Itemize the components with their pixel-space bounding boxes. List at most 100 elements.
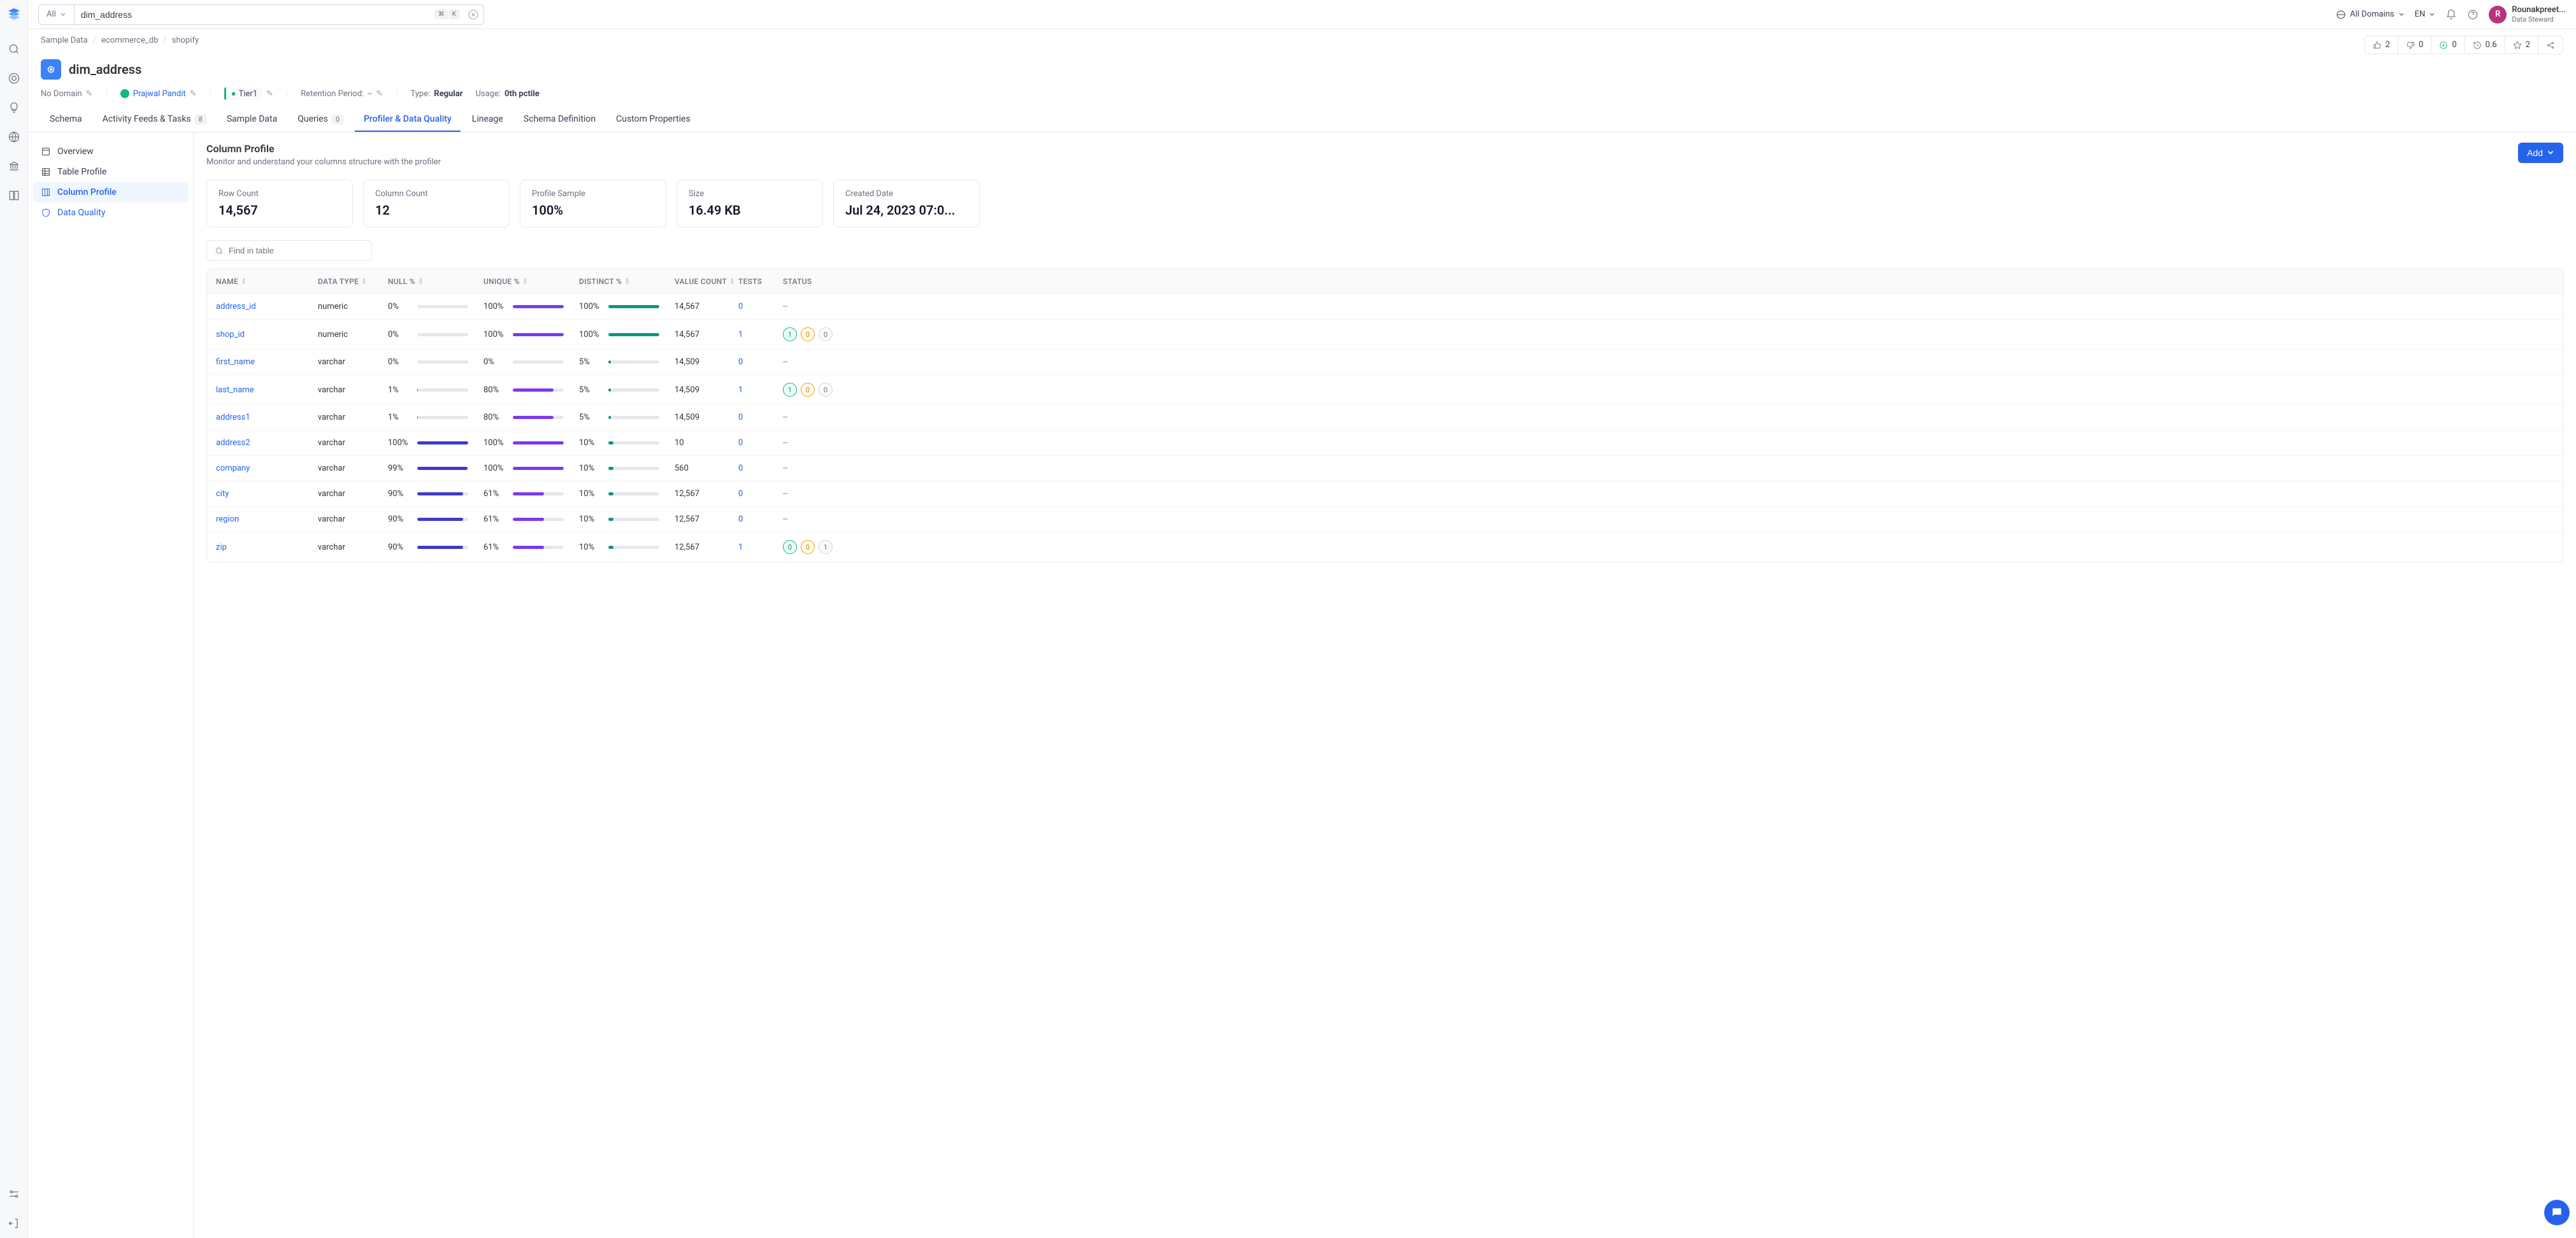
table-header: NAME▲▼DATA TYPE▲▼NULL %▲▼UNIQUE %▲▼DISTI…: [207, 269, 2563, 294]
status-cell: --: [783, 515, 898, 524]
column-header[interactable]: NULL %▲▼: [388, 277, 483, 286]
column-name-link[interactable]: region: [216, 515, 318, 524]
notifications-icon[interactable]: [2445, 9, 2457, 20]
entity-icon: [41, 59, 61, 80]
page-title: dim_address: [69, 62, 141, 77]
status-cell: 100: [783, 327, 898, 341]
status-cell: --: [783, 302, 898, 311]
tier-field[interactable]: ●Tier1 ✎: [224, 87, 273, 100]
search-shortcut: ⌘ K: [435, 10, 459, 19]
retention-field[interactable]: Retention Period: -- ✎: [301, 89, 383, 99]
column-name-link[interactable]: first_name: [216, 357, 318, 367]
column-header[interactable]: STATUS: [783, 277, 898, 286]
app-logo[interactable]: [6, 6, 22, 22]
column-name-link[interactable]: address2: [216, 438, 318, 448]
chat-fab[interactable]: [2544, 1200, 2570, 1225]
language-dropdown[interactable]: EN: [2415, 10, 2436, 19]
metrics-row: 2000.62: [2365, 36, 2563, 54]
tests-link[interactable]: 0: [738, 302, 783, 311]
owner-field[interactable]: Prajwal Pandit ✎: [120, 89, 197, 99]
column-name-link[interactable]: last_name: [216, 385, 318, 395]
panel-subtitle: Monitor and understand your columns stru…: [206, 157, 441, 167]
tab-activity-feeds-tasks[interactable]: Activity Feeds & Tasks8: [94, 108, 215, 132]
tests-link[interactable]: 1: [738, 543, 783, 552]
search-icon: [215, 246, 224, 255]
tab-schema-definition[interactable]: Schema Definition: [515, 108, 605, 132]
rail-explore-icon[interactable]: [6, 41, 22, 57]
column-name-link[interactable]: address1: [216, 413, 318, 422]
tab-custom-properties[interactable]: Custom Properties: [607, 108, 699, 132]
column-name-link[interactable]: company: [216, 464, 318, 473]
column-header[interactable]: NAME▲▼: [216, 277, 318, 286]
rail-docs-icon[interactable]: [6, 188, 22, 203]
search-scope-dropdown[interactable]: All: [39, 5, 75, 24]
search-clear-icon[interactable]: [463, 10, 483, 20]
chevron-down-icon: [2429, 11, 2435, 18]
add-button[interactable]: Add: [2518, 143, 2563, 163]
column-name-link[interactable]: address_id: [216, 302, 318, 311]
rail-globe-icon[interactable]: [6, 129, 22, 145]
sidenav-column-profile[interactable]: Column Profile: [33, 182, 188, 203]
table-row: first_namevarchar0%0%5%14,5090--: [207, 349, 2563, 374]
domain-field[interactable]: No Domain ✎: [41, 89, 93, 99]
metric-thumbs-down[interactable]: 0: [2398, 36, 2431, 54]
status-cell: 001: [783, 540, 898, 554]
status-cell: --: [783, 438, 898, 448]
edit-icon[interactable]: ✎: [190, 89, 197, 99]
help-icon[interactable]: [2467, 9, 2479, 20]
chevron-down-icon: [60, 11, 66, 18]
column-header[interactable]: VALUE COUNT▲▼: [675, 277, 738, 286]
panel-title: Column Profile: [206, 143, 441, 155]
rail-governance-icon[interactable]: [6, 159, 22, 174]
tab-profiler-data-quality[interactable]: Profiler & Data Quality: [355, 108, 461, 132]
sidenav-data-quality[interactable]: Data Quality: [33, 203, 188, 223]
breadcrumb-item[interactable]: ecommerce_db: [101, 36, 158, 45]
breadcrumb-item[interactable]: Sample Data: [41, 36, 88, 45]
table-row: zipvarchar90%61%10%12,5671001: [207, 532, 2563, 562]
tests-link[interactable]: 0: [738, 515, 783, 524]
search-input[interactable]: [75, 10, 435, 20]
table-row: address2varchar100%100%10%100--: [207, 430, 2563, 455]
rail-bulb-icon[interactable]: [6, 100, 22, 115]
user-menu[interactable]: R Rounakpreet... Data Steward: [2489, 5, 2566, 24]
breadcrumb: Sample Data / ecommerce_db / shopify: [41, 36, 199, 45]
column-header[interactable]: DISTINCT %▲▼: [579, 277, 675, 286]
tests-link[interactable]: 1: [738, 330, 783, 339]
tests-link[interactable]: 0: [738, 357, 783, 367]
tests-link[interactable]: 0: [738, 489, 783, 499]
column-name-link[interactable]: shop_id: [216, 330, 318, 339]
metric-plus-circle[interactable]: 0: [2431, 36, 2465, 54]
metric-history[interactable]: 0.6: [2465, 36, 2505, 54]
rail-logout-icon[interactable]: [6, 1216, 22, 1231]
tab-schema[interactable]: Schema: [41, 108, 91, 132]
column-profile-table: NAME▲▼DATA TYPE▲▼NULL %▲▼UNIQUE %▲▼DISTI…: [206, 269, 2563, 562]
tests-link[interactable]: 1: [738, 385, 783, 395]
sidenav-table-profile[interactable]: Table Profile: [33, 162, 188, 182]
metric-thumbs-up[interactable]: 2: [2365, 36, 2398, 54]
search-scope-label: All: [47, 10, 56, 19]
tab-queries[interactable]: Queries0: [289, 108, 352, 132]
metric-star[interactable]: 2: [2505, 36, 2538, 54]
edit-icon[interactable]: ✎: [376, 89, 383, 99]
tab-lineage[interactable]: Lineage: [463, 108, 512, 132]
column-header[interactable]: TESTS: [738, 277, 783, 286]
column-header[interactable]: UNIQUE %▲▼: [483, 277, 579, 286]
find-input[interactable]: [229, 246, 364, 255]
metric-share[interactable]: [2538, 36, 2563, 54]
tests-link[interactable]: 0: [738, 464, 783, 473]
rail-settings-icon[interactable]: [6, 1186, 22, 1202]
find-in-table[interactable]: [206, 240, 372, 261]
search-container: All ⌘ K: [38, 4, 484, 25]
sidenav-overview[interactable]: Overview: [33, 141, 188, 162]
column-header[interactable]: DATA TYPE▲▼: [318, 277, 388, 286]
edit-icon[interactable]: ✎: [266, 89, 273, 99]
breadcrumb-item[interactable]: shopify: [172, 36, 199, 45]
domains-dropdown[interactable]: All Domains: [2336, 10, 2405, 20]
rail-lens-icon[interactable]: [6, 71, 22, 86]
tests-link[interactable]: 0: [738, 438, 783, 448]
column-name-link[interactable]: city: [216, 489, 318, 499]
edit-icon[interactable]: ✎: [86, 89, 93, 99]
column-name-link[interactable]: zip: [216, 543, 318, 552]
tab-sample-data[interactable]: Sample Data: [218, 108, 286, 132]
tests-link[interactable]: 0: [738, 413, 783, 422]
